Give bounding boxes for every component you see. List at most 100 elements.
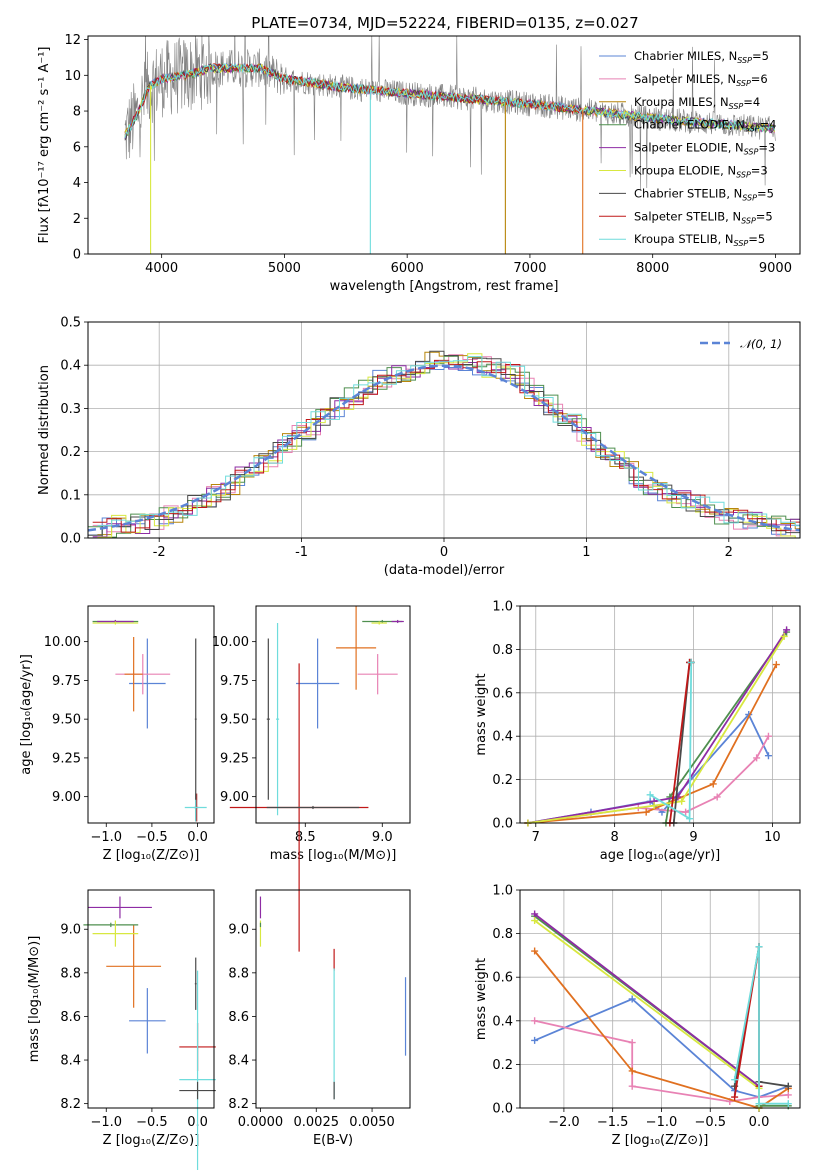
mass-weight-marker: [650, 802, 658, 810]
y-tick-label: 0.5: [60, 316, 81, 331]
residual-legend: 𝒩(0, 1): [700, 337, 782, 351]
mass-weight-marker: [755, 1100, 763, 1108]
mass-weight-marker: [713, 793, 721, 801]
y-tick-label: 8.6: [228, 1010, 249, 1025]
mass-weight-marker: [628, 1082, 636, 1090]
x-tick-label: −0.5: [136, 830, 168, 845]
mass-vs-ebv-plot-area: [259, 896, 407, 1100]
x-tick-label: 7000: [513, 261, 546, 276]
y-tick-label: 0.4: [60, 359, 81, 374]
errorbar-point: [92, 621, 139, 625]
x-tick-label: 0.0: [187, 830, 208, 845]
x-tick-label: −0.5: [694, 1115, 726, 1130]
legend-label-tail: =4: [743, 95, 760, 109]
mass-weight-marker: [731, 1076, 739, 1084]
legend-label-tail: =5: [748, 232, 765, 246]
legend-label-main: Chabrier STELIB, N: [634, 186, 742, 200]
y-tick-label: 0.6: [492, 686, 513, 701]
mass-weight-marker: [731, 1093, 739, 1101]
figure-title: PLATE=0734, MJD=52224, FIBERID=0135, z=0…: [251, 14, 638, 32]
x-axis-label: Z [log₁₀(Z/Z⊙)]: [612, 1133, 709, 1148]
x-tick-label: 2: [725, 545, 733, 560]
legend-label-main: Chabrier ELODIE, N: [634, 118, 745, 132]
residual-histogram: [88, 350, 800, 536]
legend-label-sub: SSP: [736, 171, 751, 180]
legend-label-main: Salpeter MILES, N: [634, 72, 736, 86]
legend-label-sub: SSP: [734, 239, 749, 248]
x-tick-label: 9: [689, 830, 697, 845]
y-tick-label: 8.4: [60, 1054, 81, 1069]
mass-weight-marker: [682, 808, 690, 816]
legend-label-tail: =3: [751, 164, 768, 178]
mass-weight-line: [534, 1019, 789, 1103]
legend-label-tail: =5: [757, 186, 774, 200]
x-tick-label: 0: [440, 545, 448, 560]
age-vs-z-panel: −1.0 −0.5 0.0 9.00 9.25 9.50 9.75 10.00 Z [log₁₀…: [19, 605, 215, 863]
legend-label: Chabrier MILES, NSSP=5: [634, 49, 769, 65]
legend-label-sub: SSP: [742, 193, 757, 202]
y-tick-label: 9.50: [52, 713, 81, 728]
errorbar-point: [194, 638, 197, 800]
observed-spectrum: [124, 36, 776, 191]
axes-frame: [255, 605, 411, 824]
mass-weight-line: [733, 946, 789, 1088]
legend-label: Kroupa MILES, NSSP=4: [634, 95, 760, 111]
errorbar-point: [266, 805, 360, 810]
y-tick-label: 6: [73, 140, 81, 155]
x-axis-label: (data-model)/error: [384, 563, 505, 578]
age-vs-mass-panel: 8.5 9.0 9.00 9.25 9.50 9.75 10.00 mass [log₁₀(M…: [212, 605, 411, 952]
residual-histogram: [92, 361, 800, 538]
y-tick-label: 9.50: [220, 713, 249, 728]
legend-label: Chabrier STELIB, NSSP=5: [634, 186, 774, 202]
residual-histogram: [97, 353, 800, 539]
x-tick-label: 0.0: [749, 1115, 770, 1130]
legend-label-tail: =6: [751, 72, 768, 86]
errorbar-point: [357, 654, 398, 695]
normal-reference-curve: [87, 364, 801, 532]
errorbar-point: [296, 638, 340, 729]
y-axis-label: mass weight: [474, 958, 489, 1040]
massweight-vs-age-panel: 7 8 9 10 0.0 0.2 0.4 0.6 0.8 1.0 age [log₁₀(age/yr…: [474, 600, 801, 863]
y-tick-label: 12: [64, 33, 81, 48]
axes-frame: [519, 889, 801, 1109]
legend-label-tail: =4: [760, 118, 777, 132]
y-tick-label: 4: [73, 176, 81, 191]
mass-weight-line: [527, 664, 778, 824]
mass-weight-marker: [687, 658, 695, 666]
mass-weight-line: [733, 946, 789, 1105]
y-tick-label: 0.2: [492, 1058, 513, 1073]
mass-weight-marker: [784, 1082, 792, 1090]
mass-weight-marker: [531, 910, 539, 918]
errorbar-point: [276, 623, 280, 816]
errorbar-point: [336, 606, 377, 690]
mass-weight-marker: [628, 995, 636, 1003]
residuals-panel: -2 -1 0 1 2 0.0 0.1 0.2 0.3 0.4 0.5 (data-model)/er…: [37, 316, 801, 578]
y-tick-label: 0.4: [492, 730, 513, 745]
y-tick-label: 9.00: [220, 790, 249, 805]
mass-weight-line: [533, 950, 789, 1109]
y-tick-label: 8.2: [228, 1097, 249, 1112]
legend-label: Chabrier ELODIE, NSSP=4: [634, 118, 776, 134]
mass-vs-ebv-panel: 0.0000 0.0025 0.0050 8.2 8.4 8.6 8.8 9.0 E(B-V): [228, 889, 411, 1148]
legend-label-main: Salpeter ELODIE, N: [634, 141, 744, 155]
mass-weight-series: [531, 917, 763, 1112]
residual-histogram: [92, 354, 800, 537]
y-tick-label: 0.0: [492, 1102, 513, 1117]
x-tick-label: 1: [582, 545, 590, 560]
legend-label-sub: SSP: [741, 216, 756, 225]
x-axis-label: age [log₁₀(age/yr)]: [600, 848, 721, 863]
y-tick-label: 0.3: [60, 402, 81, 417]
y-tick-label: 10.00: [44, 635, 81, 650]
x-tick-label: −1.0: [90, 830, 122, 845]
x-tick-label: 0.0025: [294, 1115, 340, 1130]
mass-weight-marker: [674, 793, 682, 801]
errorbar-point: [83, 922, 139, 928]
mass-weight-marker: [709, 780, 717, 788]
mass-weight-marker: [780, 632, 788, 640]
x-tick-label: -2: [153, 545, 166, 560]
axes-frame: [87, 35, 801, 255]
y-tick-label: 9.75: [52, 674, 81, 689]
mass-weight-marker: [784, 1091, 792, 1099]
legend-label-main: Chabrier MILES, N: [634, 49, 737, 63]
x-tick-label: 8000: [636, 261, 669, 276]
